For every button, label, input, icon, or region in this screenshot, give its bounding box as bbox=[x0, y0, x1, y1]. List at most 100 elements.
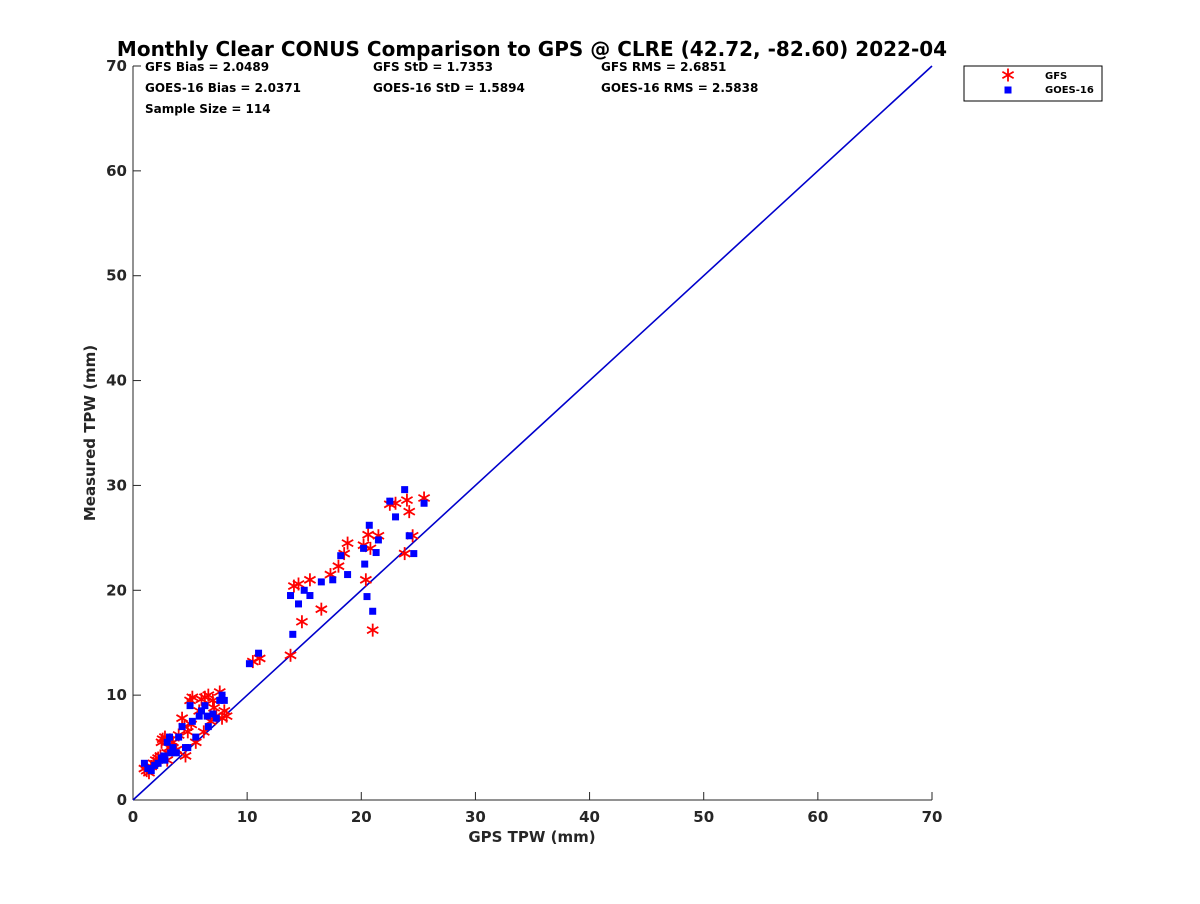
goes-16-point bbox=[372, 549, 380, 557]
goes-16-point bbox=[300, 586, 308, 594]
goes-16-point bbox=[220, 696, 228, 704]
gfs-point bbox=[186, 690, 199, 704]
goes-16-point bbox=[218, 691, 226, 699]
gfs-point bbox=[403, 505, 416, 519]
x-tick-label: 0 bbox=[128, 808, 138, 826]
gfs-point bbox=[341, 536, 354, 550]
gfs-point bbox=[398, 547, 411, 561]
x-axis-label: GPS TPW (mm) bbox=[468, 828, 595, 846]
gfs-point bbox=[295, 615, 309, 629]
goes-16-point bbox=[203, 712, 211, 720]
goes-16-point bbox=[140, 759, 148, 767]
gfs-point bbox=[176, 711, 189, 725]
goes-16-point bbox=[392, 513, 400, 521]
goes-16-point bbox=[188, 717, 196, 725]
goes-16-point bbox=[172, 749, 180, 757]
goes-16-point bbox=[255, 649, 263, 657]
goes-16-point bbox=[192, 733, 200, 741]
goes-16-point bbox=[401, 486, 409, 494]
gfs-point bbox=[359, 573, 372, 587]
x-tick-label: 20 bbox=[351, 808, 372, 826]
goes-16-point bbox=[186, 702, 194, 710]
goes-16-point bbox=[386, 497, 394, 505]
legend-goes-square bbox=[1004, 86, 1012, 94]
goes-16-point bbox=[147, 767, 155, 775]
goes-16-point bbox=[166, 733, 174, 741]
goes-16-point bbox=[160, 752, 168, 760]
gfs-point bbox=[332, 559, 345, 573]
chart-title: Monthly Clear CONUS Comparison to GPS @ … bbox=[117, 37, 947, 61]
stat-gfs-rms: GFS RMS = 2.6851 bbox=[601, 60, 726, 74]
gfs-point bbox=[220, 709, 233, 723]
goes-16-point bbox=[216, 696, 224, 704]
goes-16-point bbox=[365, 521, 373, 529]
legend-gfs-asterisk bbox=[1001, 68, 1015, 82]
y-tick-label: 50 bbox=[106, 267, 127, 285]
plot-area: 0 10 20 30 40 50 60 70 0 10 20 30 40 50 60 70 bbox=[106, 57, 942, 826]
x-tick-label: 30 bbox=[465, 808, 486, 826]
goes-16-point bbox=[178, 723, 186, 731]
y-tick-label: 70 bbox=[106, 57, 127, 75]
goes-16-point bbox=[295, 600, 303, 608]
y-tick-label: 30 bbox=[106, 476, 127, 494]
y-tick-label: 10 bbox=[106, 686, 127, 704]
gfs-point bbox=[284, 648, 297, 662]
goes-16-point bbox=[161, 756, 169, 764]
legend-gfs-label: GFS bbox=[1045, 71, 1067, 82]
gfs-point bbox=[292, 577, 305, 591]
x-tick-label: 50 bbox=[693, 808, 714, 826]
goes-16-point bbox=[184, 744, 192, 752]
gfs-point bbox=[303, 573, 317, 587]
x-tick-label: 10 bbox=[237, 808, 258, 826]
goes-16-point bbox=[289, 630, 297, 638]
goes-16-point bbox=[212, 714, 220, 722]
gfs-point bbox=[366, 623, 379, 637]
stat-gfs-bias: GFS Bias = 2.0489 bbox=[145, 60, 269, 74]
legend-goes-label: GOES-16 bbox=[1045, 85, 1094, 96]
y-tick-label: 20 bbox=[106, 581, 127, 599]
goes-16-point bbox=[369, 607, 377, 615]
goes-16-point bbox=[245, 660, 253, 668]
goes-16-point bbox=[405, 532, 413, 540]
y-tick-label: 0 bbox=[117, 791, 127, 809]
legend-box bbox=[963, 65, 1103, 102]
gfs-point bbox=[315, 602, 328, 616]
series-goes-16 bbox=[140, 486, 428, 775]
goes-16-point bbox=[201, 702, 209, 710]
goes-16-point bbox=[306, 592, 314, 600]
stat-goes-rms: GOES-16 RMS = 2.5838 bbox=[601, 81, 758, 95]
goes-16-point bbox=[209, 710, 217, 718]
goes-16-point bbox=[163, 738, 171, 746]
y-tick-label: 60 bbox=[106, 162, 127, 180]
goes-16-point bbox=[329, 576, 337, 584]
goes-16-point bbox=[154, 759, 162, 767]
y-axis-label: Measured TPW (mm) bbox=[81, 345, 99, 521]
goes-16-point bbox=[374, 536, 382, 544]
goes-16-point bbox=[344, 571, 352, 579]
goes-16-point bbox=[337, 552, 345, 560]
legend: GFS GOES-16 bbox=[963, 65, 1103, 102]
gfs-point bbox=[400, 493, 414, 507]
one-to-one-line bbox=[132, 65, 933, 801]
goes-16-point bbox=[361, 560, 369, 568]
legend-goes-marker bbox=[1004, 86, 1012, 94]
goes-16-point bbox=[169, 744, 177, 752]
x-tick-label: 70 bbox=[922, 808, 943, 826]
goes-16-point bbox=[410, 550, 418, 558]
x-tick-label: 60 bbox=[807, 808, 828, 826]
goes-16-point bbox=[363, 593, 371, 601]
gfs-point bbox=[362, 528, 375, 542]
stat-goes-bias: GOES-16 Bias = 2.0371 bbox=[145, 81, 301, 95]
goes-16-point bbox=[197, 707, 205, 715]
gfs-point bbox=[179, 749, 192, 763]
goes-16-point bbox=[360, 544, 368, 552]
goes-16-point bbox=[317, 578, 325, 586]
stat-goes-std: GOES-16 StD = 1.5894 bbox=[373, 81, 525, 95]
stat-gfs-std: GFS StD = 1.7353 bbox=[373, 60, 493, 74]
legend-gfs-marker bbox=[1001, 68, 1015, 82]
goes-16-point bbox=[195, 712, 203, 720]
stat-sample-size: Sample Size = 114 bbox=[145, 102, 271, 116]
goes-16-point bbox=[287, 592, 295, 600]
